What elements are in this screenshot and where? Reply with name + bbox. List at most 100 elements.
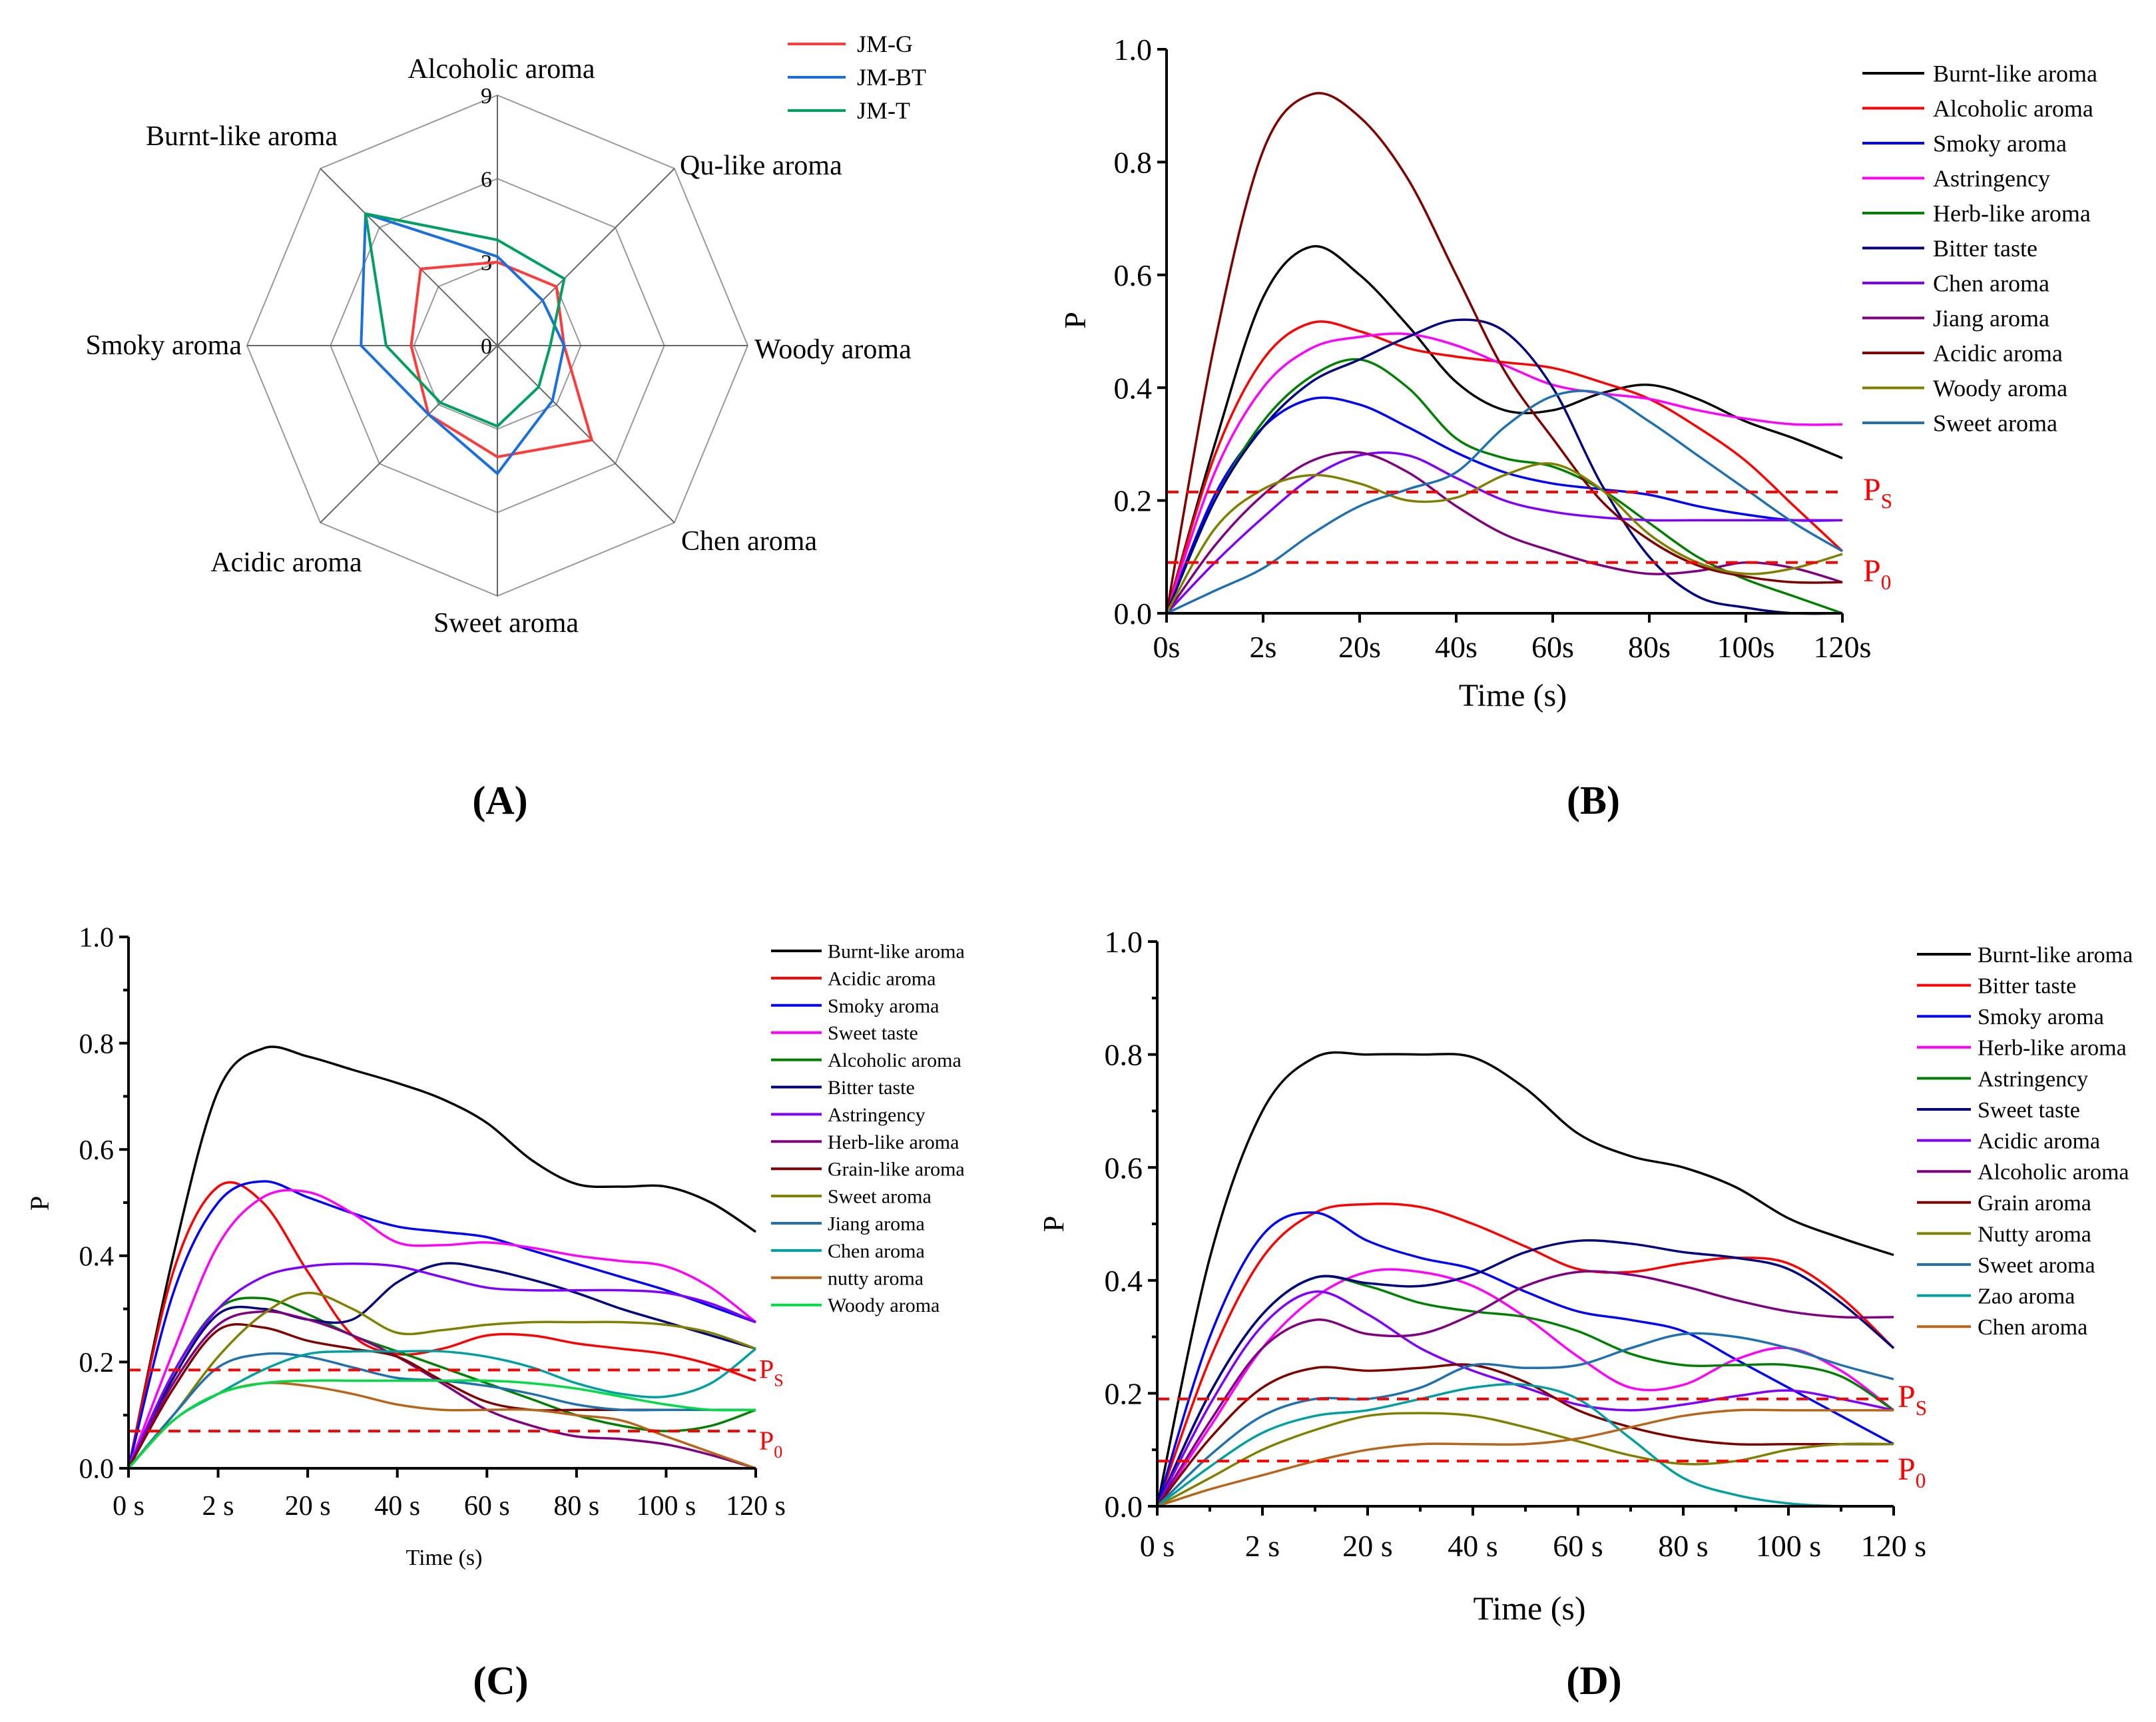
radar-axis-label: Qu-like aroma [680, 150, 842, 181]
legend-label: Smoky aroma [828, 995, 939, 1017]
series-line [127, 1379, 756, 1470]
legend-label: Astringency [1933, 165, 2050, 192]
x-tick-label: 2s [1250, 630, 1277, 664]
radar-series-jm-bt [360, 212, 566, 476]
series-line [127, 1348, 757, 1470]
legend-label: Astringency [1978, 1067, 2088, 1091]
x-tick-label: 120 s [726, 1491, 786, 1522]
threshold-label: P0 [759, 1426, 782, 1462]
series-line [1165, 462, 1843, 614]
y-tick-label: 0.2 [1105, 1377, 1143, 1411]
x-tick-label: 100s [1717, 630, 1775, 664]
series-line [127, 1181, 756, 1469]
y-tick-label: 0.6 [1105, 1151, 1143, 1185]
series-line [1156, 1382, 1894, 1508]
legend-label: Smoky aroma [1978, 1005, 2104, 1029]
series-line [127, 1189, 757, 1469]
x-tick-label: 80 s [1658, 1529, 1708, 1563]
legend-label: Sweet aroma [1933, 410, 2057, 437]
x-tick-label: 20s [1338, 630, 1381, 664]
legend-label: Sweet taste [828, 1022, 918, 1044]
y-tick-label: 0.4 [1105, 1264, 1143, 1298]
y-tick-label: 0.4 [1114, 371, 1153, 405]
legend-label: Alcoholic aroma [1933, 95, 2093, 122]
y-tick-label: 0.2 [1114, 484, 1153, 518]
threshold-symbol: P [1898, 1379, 1916, 1414]
series-line [1156, 1211, 1894, 1507]
legend-label: Sweet aroma [1978, 1253, 2095, 1278]
legend-label: Sweet aroma [828, 1186, 932, 1208]
threshold-subscript: S [774, 1370, 783, 1390]
legend-label: Alcoholic aroma [1978, 1160, 2129, 1185]
x-tick-label: 120s [1814, 630, 1872, 664]
series-line [127, 1291, 756, 1470]
series-line [1165, 451, 1843, 615]
series-line [1165, 92, 1843, 614]
legend-label: Herb-like aroma [1933, 200, 2091, 227]
series-line [1156, 1290, 1894, 1507]
legend-label: Acidic aroma [828, 968, 936, 990]
radar-tick-label: 0 [481, 334, 492, 359]
x-tick-label: 20 s [1342, 1529, 1392, 1563]
threshold-symbol: P [1863, 553, 1881, 589]
threshold-label: PS [759, 1354, 784, 1390]
legend-label: Jiang aroma [828, 1213, 925, 1235]
x-tick-label: 100 s [636, 1491, 696, 1522]
y-tick-label: 0.6 [79, 1135, 115, 1166]
legend-label: nutty aroma [828, 1267, 924, 1289]
radar-tick-label: 9 [481, 84, 492, 109]
y-tick-label: 1.0 [1105, 925, 1143, 959]
threshold-subscript: 0 [774, 1442, 782, 1462]
legend-label: Acidic aroma [1978, 1129, 2100, 1154]
legend-label: Burnt-like aroma [1933, 61, 2097, 87]
threshold-subscript: 0 [1881, 571, 1892, 594]
x-axis-title: Time (s) [1473, 1589, 1585, 1627]
series-line [1156, 1202, 1895, 1507]
threshold-symbol: P [759, 1426, 774, 1456]
legend-label: Grain-like aroma [828, 1159, 965, 1181]
radar-spoke [320, 168, 498, 346]
radar-axis-label: Burnt-like aroma [146, 121, 338, 152]
series-line [127, 1180, 756, 1469]
x-tick-label: 60 s [1553, 1529, 1603, 1563]
radar-axis-label: Acidic aroma [210, 547, 362, 578]
y-tick-label: 0.0 [1105, 1490, 1143, 1524]
series-line [127, 1263, 756, 1469]
legend-label: JM-T [857, 97, 910, 124]
panel-label-d: (D) [1566, 1659, 1621, 1703]
series-line [127, 1045, 756, 1469]
radar-spoke [320, 345, 498, 523]
threshold-label: PS [1898, 1379, 1927, 1420]
legend-label: Bitter taste [1978, 974, 2076, 999]
legend-label: Chen aroma [1933, 270, 2049, 297]
series-line [1156, 1239, 1895, 1507]
x-tick-label: 80s [1628, 630, 1671, 664]
series-line [1157, 1412, 1894, 1508]
series-line [1165, 451, 1842, 615]
x-tick-label: 2 s [1245, 1529, 1280, 1563]
legend-label: Herb-like aroma [1978, 1036, 2127, 1061]
legend-label: Alcoholic aroma [828, 1049, 961, 1071]
series-line [1165, 396, 1843, 614]
series-line [127, 1381, 756, 1470]
y-tick-label: 0.8 [1105, 1038, 1143, 1072]
y-tick-label: 0.4 [79, 1242, 115, 1273]
panel-label-c: (C) [473, 1659, 528, 1703]
x-tick-label: 40 s [1448, 1529, 1497, 1563]
legend-label: Woody aroma [828, 1294, 940, 1316]
legend-label: Chen aroma [1978, 1315, 2087, 1340]
series-line [1165, 332, 1843, 614]
threshold-symbol: P [759, 1354, 774, 1384]
x-tick-label: 20 s [285, 1491, 331, 1522]
x-tick-label: 120 s [1861, 1529, 1926, 1563]
radar-tick-label: 6 [481, 167, 492, 192]
threshold-subscript: S [1916, 1396, 1927, 1420]
series-line [1156, 1051, 1894, 1507]
legend-label: JM-G [857, 31, 913, 57]
y-axis-title: P [25, 1196, 55, 1211]
y-tick-label: 0.8 [1114, 146, 1153, 180]
series-line [1165, 244, 1843, 614]
legend-label: Woody aroma [1933, 375, 2067, 402]
